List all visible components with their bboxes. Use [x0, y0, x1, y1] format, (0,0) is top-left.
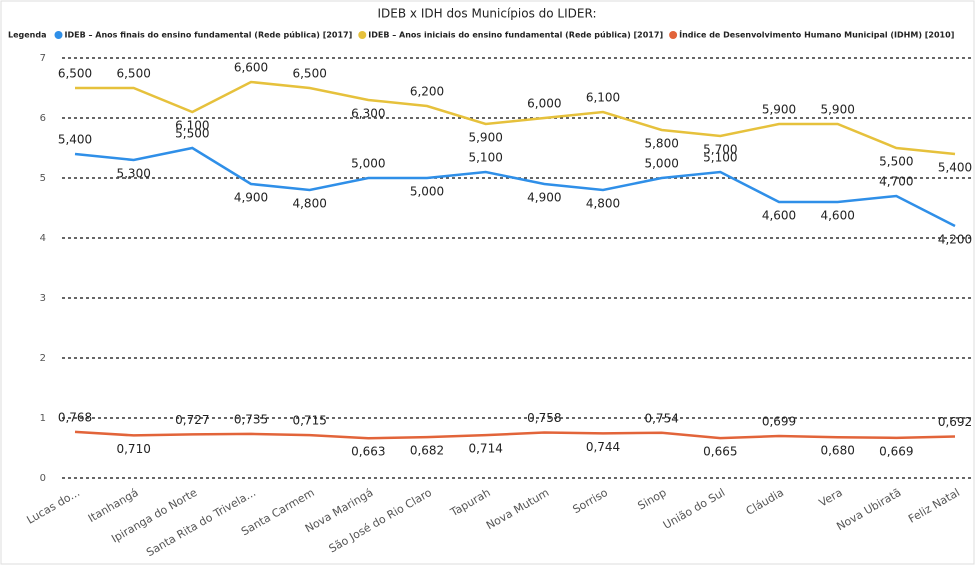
data-label: 4,900	[234, 191, 268, 205]
data-label: 5,400	[938, 161, 972, 175]
data-label: 5,900	[762, 103, 796, 117]
data-label: 6,000	[527, 97, 561, 111]
data-label: 6,100	[175, 119, 209, 133]
data-label: 4,600	[762, 209, 796, 223]
data-label: 0,744	[586, 440, 620, 454]
chart-title: IDEB x IDH dos Municípios do LIDER:	[378, 7, 597, 21]
legend-label: Índice de Desenvolvimento Humano Municip…	[679, 29, 954, 40]
data-label: 0,758	[527, 411, 561, 425]
data-label: 5,100	[468, 151, 502, 165]
y-tick-label: 4	[40, 233, 46, 244]
data-label: 4,800	[292, 197, 326, 211]
data-label: 5,000	[351, 157, 385, 171]
data-label: 0,682	[410, 444, 444, 458]
data-label: 0,669	[879, 444, 913, 458]
data-label: 5,700	[703, 143, 737, 157]
data-label: 0,754	[644, 411, 678, 425]
y-tick-label: 2	[40, 353, 46, 364]
data-label: 0,768	[58, 410, 92, 424]
data-label: 0,680	[820, 444, 854, 458]
legend: Legenda IDEB – Anos finais do ensino fun…	[8, 29, 954, 40]
data-label: 0,715	[292, 414, 326, 428]
data-label: 4,600	[820, 209, 854, 223]
data-label: 5,500	[879, 155, 913, 169]
y-tick-label: 7	[40, 53, 46, 64]
legend-marker	[358, 31, 367, 39]
data-label: 5,000	[410, 185, 444, 199]
data-label: 5,900	[820, 103, 854, 117]
data-label: 5,000	[644, 157, 678, 171]
data-label: 6,100	[586, 91, 620, 105]
series-line	[74, 146, 956, 228]
y-tick-label: 3	[40, 293, 46, 304]
data-label: 4,900	[527, 191, 561, 205]
legend-label: IDEB – Anos iniciais do ensino fundament…	[368, 31, 663, 40]
data-label: 0,710	[116, 442, 150, 456]
legend-marker	[669, 31, 678, 39]
data-label: 5,300	[116, 167, 150, 181]
y-tick-label: 1	[40, 413, 46, 424]
data-label: 0,699	[762, 415, 796, 429]
data-label: 0,663	[351, 445, 385, 459]
data-label: 5,400	[58, 133, 92, 147]
data-label: 6,300	[351, 107, 385, 121]
data-label: 6,500	[58, 67, 92, 81]
data-label: 5,100	[703, 151, 737, 165]
data-label: 6,500	[116, 67, 150, 81]
data-label: 4,200	[938, 233, 972, 247]
data-label: 4,700	[879, 175, 913, 189]
y-tick-label: 6	[40, 113, 46, 124]
data-label: 6,500	[292, 67, 326, 81]
data-label: 4,800	[586, 197, 620, 211]
data-label: 0,665	[703, 445, 737, 459]
data-label: 0,692	[938, 415, 972, 429]
data-label: 6,600	[234, 61, 268, 75]
data-label: 0,727	[175, 413, 209, 427]
data-label: 6,200	[410, 85, 444, 99]
data-label: 0,735	[234, 412, 268, 426]
y-tick-label: 0	[40, 473, 46, 484]
legend-marker	[54, 31, 63, 39]
series-line	[75, 80, 956, 156]
data-label: 5,800	[644, 137, 678, 151]
legend-label: IDEB – Anos finais do ensino fundamental…	[65, 31, 353, 40]
data-label: 0,714	[468, 442, 502, 456]
y-tick-label: 5	[40, 173, 46, 184]
data-label: 5,500	[175, 127, 209, 141]
legend-title: Legenda	[8, 31, 47, 40]
series-line	[74, 430, 956, 440]
data-label: 5,900	[468, 131, 502, 145]
